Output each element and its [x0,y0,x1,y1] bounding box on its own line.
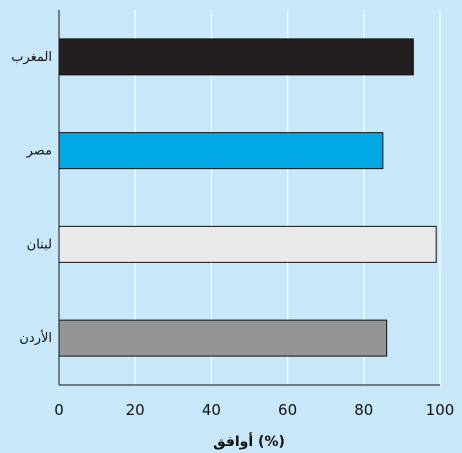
category-labels: المغرب مصر لبنان الأردن [11,50,52,346]
bar-1 [58,132,384,170]
x-tick-label-40: 40 [202,401,221,419]
x-tick-label-80: 80 [354,401,373,419]
x-tick-label-60: 60 [278,401,297,419]
category-label-0: المغرب [11,50,52,65]
category-label-2: لبنان [27,237,52,252]
bar-0 [58,38,414,76]
bars [58,38,437,357]
x-tick-label-20: 20 [126,401,145,419]
x-tick-label-0: 0 [54,401,64,419]
x-tick-label-100: 100 [426,401,455,419]
x-tick-labels: 0 20 40 60 80 100 [54,401,454,419]
category-label-3: الأردن [19,329,52,346]
bar-3 [58,319,388,357]
category-label-1: مصر [26,144,52,159]
bar-2 [58,225,437,263]
x-axis-title: أوافق (%) [213,432,285,450]
